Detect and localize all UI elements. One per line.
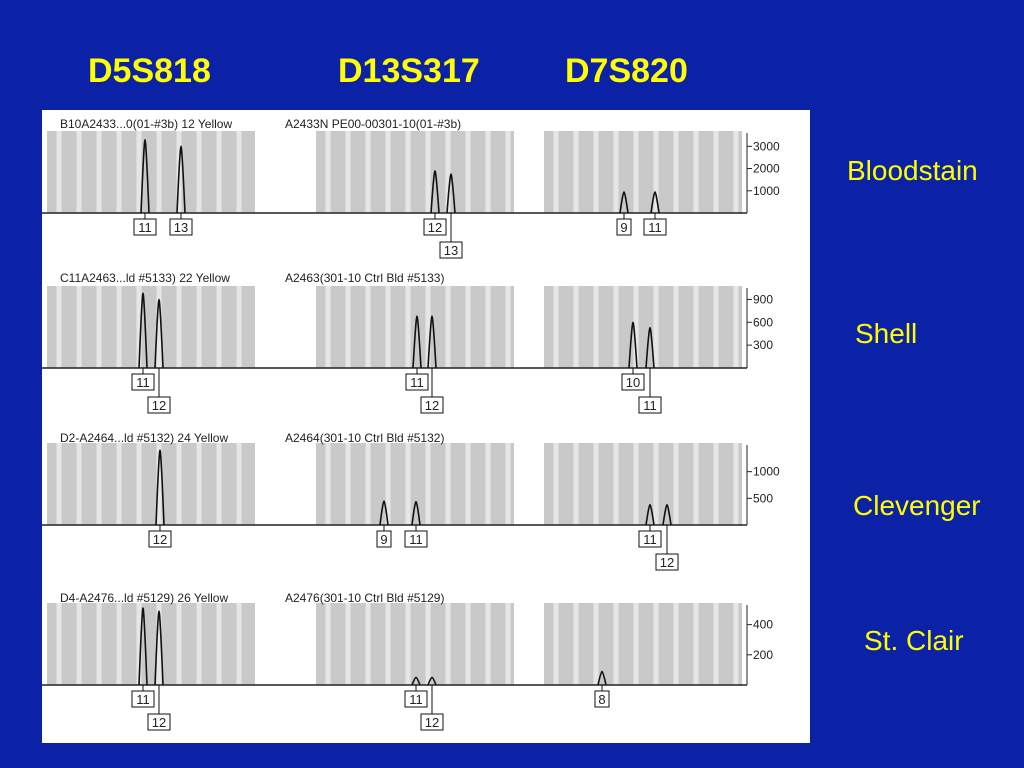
panel-subtitle: A2464(301-10 Ctrl Bld #5132) [285,431,444,445]
allele-box [616,218,632,236]
allele-peak [155,449,165,526]
allele-label: 12 [152,398,166,413]
allele-peak [154,298,164,369]
allele-label: 11 [136,692,150,707]
allele-peak [411,676,421,686]
allele-peak [154,610,164,686]
allele-box [423,218,447,236]
allele-label: 9 [380,532,387,547]
y-tick-label: 900 [753,292,773,306]
allele-label: 9 [620,220,627,235]
allele-box [147,396,171,414]
allele-label: 11 [643,398,657,413]
allele-peak [645,503,655,526]
allele-box [420,713,444,731]
allele-peak [430,169,440,214]
allele-box [638,530,662,548]
allele-peak [176,145,186,214]
allele-box [147,713,171,731]
allele-box [148,530,172,548]
allele-peak [662,503,672,526]
allele-box [594,690,610,708]
allele-peak [138,292,148,369]
allele-label: 12 [153,532,167,547]
y-tick-label: 3000 [753,139,780,153]
panel-title: C11A2463...ld #5133) 22 Yellow [60,271,230,285]
allele-box [376,530,392,548]
allele-box [404,530,428,548]
y-tick-label: 200 [753,648,773,662]
allele-label: 12 [428,220,442,235]
allele-label: 11 [409,532,423,547]
panel-title: D2-A2464...ld #5132) 24 Yellow [60,431,228,445]
electropherogram-chart: B10A2433...0(01-#3b) 12 Yellow A2433N PE0… [42,117,780,731]
allele-label: 11 [410,375,424,390]
allele-peak [411,500,421,526]
allele-label: 11 [409,692,423,707]
allele-label: 12 [425,398,439,413]
allele-peak [427,676,437,686]
allele-peak [140,138,150,214]
allele-peak [412,315,422,369]
locus-heading-d5s818: D5S818 [88,52,211,90]
allele-box [404,690,428,708]
allele-box [439,241,463,259]
allele-peak [597,670,607,686]
allele-peak [138,607,148,686]
y-tick-label: 1000 [753,184,780,198]
sample-label-clevenger: Clevenger [853,490,981,521]
allele-box [169,218,193,236]
allele-label: 12 [152,715,166,730]
allele-box [638,396,662,414]
y-tick-label: 1000 [753,465,780,479]
sample-label-bloodstain: Bloodstain [847,155,978,186]
allele-box [131,373,155,391]
allele-label: 13 [444,243,458,258]
allele-label: 11 [643,532,657,547]
y-tick-label: 300 [753,338,773,352]
panel-title: D4-A2476...ld #5129) 26 Yellow [60,591,228,605]
y-tick-label: 400 [753,618,773,632]
allele-peak [619,191,629,214]
panel-subtitle: A2433N PE00-00301-10(01-#3b) [285,117,461,131]
allele-box [131,690,155,708]
panel-title: B10A2433...0(01-#3b) 12 Yellow [60,117,232,131]
locus-heading-d7s820: D7S820 [565,52,688,90]
locus-heading-d13s317: D13S317 [338,52,480,90]
allele-peak [628,321,638,369]
allele-peak [446,173,456,214]
panel-subtitle: A2476(301-10 Ctrl Bld #5129) [285,591,444,605]
allele-label: 11 [138,220,152,235]
allele-peak [379,500,389,526]
allele-box [621,373,645,391]
y-tick-label: 600 [753,315,773,329]
allele-label: 8 [598,692,605,707]
allele-peak [427,315,437,369]
allele-box [643,218,667,236]
allele-label: 12 [660,555,674,570]
y-tick-label: 500 [753,491,773,505]
allele-peak [650,191,660,214]
sample-label-st-clair: St. Clair [864,625,964,656]
allele-box [133,218,157,236]
allele-label: 12 [425,715,439,730]
panel-subtitle: A2463(301-10 Ctrl Bld #5133) [285,271,444,285]
y-tick-label: 2000 [753,162,780,176]
allele-label: 10 [626,375,640,390]
allele-label: 11 [136,375,150,390]
allele-peak [645,326,655,369]
allele-box [655,553,679,571]
allele-box [405,373,429,391]
electropherogram-panel: B10A2433...0(01-#3b) 12 Yellow A2433N PE0… [42,110,810,743]
allele-label: 13 [174,220,188,235]
allele-box [420,396,444,414]
sample-label-shell: Shell [855,318,918,349]
allele-label: 11 [648,220,662,235]
